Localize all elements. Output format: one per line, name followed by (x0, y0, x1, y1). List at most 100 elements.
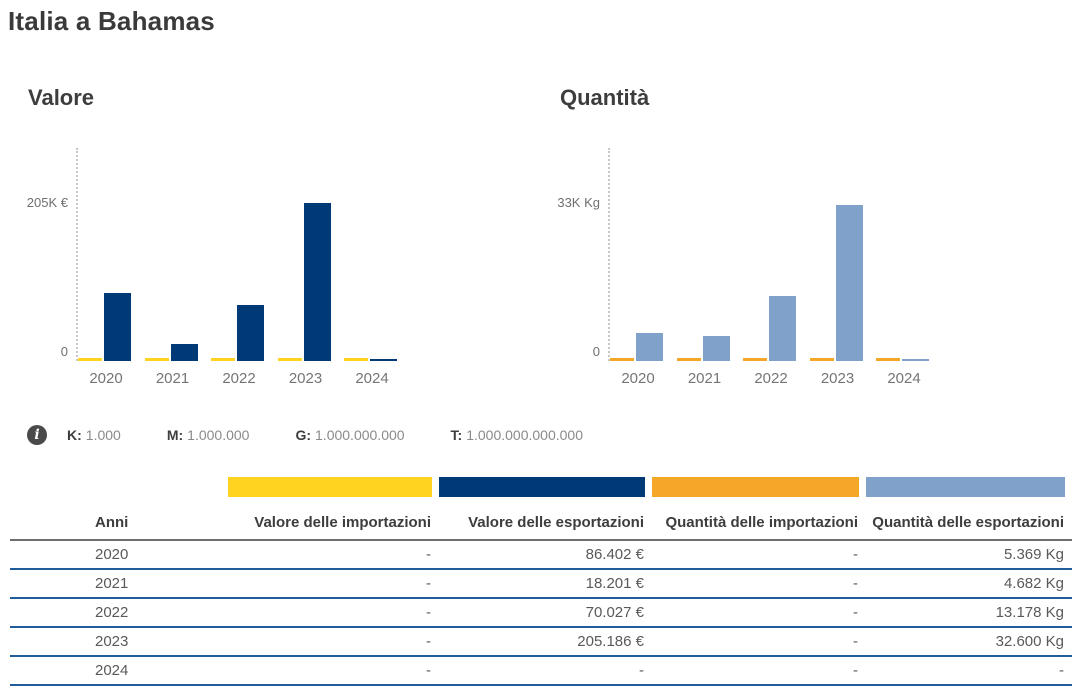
import-quantity-swatch (652, 477, 859, 497)
cell-2020-col0: 2020 (10, 540, 228, 570)
valore-import-bar-2021[interactable] (144, 358, 169, 361)
column-swatch-row (10, 477, 1072, 497)
quantita-import-bar-2024[interactable] (876, 358, 900, 361)
cell-2024-col2: - (439, 656, 652, 686)
import-value-swatch (228, 477, 432, 497)
cell-2023-col0: 2023 (10, 627, 228, 657)
valore-export-bar-2020[interactable] (104, 293, 131, 361)
unit-legend-row: i K: 1.000 M: 1.000.000 G: 1.000.000.000 T: 1.0… (27, 424, 629, 446)
cell-2023-col3: - (652, 627, 866, 657)
unit-item-t: T: 1.000.000.000.000 (450, 427, 583, 443)
cell-2022-col3: - (652, 598, 866, 628)
cell-2021-col4: 4.682 Kg (866, 569, 1072, 599)
table-row-2021: 2021-18.201 € -4.682 Kg (10, 569, 1072, 599)
valore-export-bar-2023[interactable] (303, 203, 331, 361)
cell-2024-col0: 2024 (10, 656, 228, 686)
valore-x-label-2023: 2023 (288, 370, 323, 387)
unit-item-k: K: 1.000 (67, 427, 121, 443)
quantita-y-axis-line (608, 148, 610, 361)
valore-y-max-label: 205K € (26, 195, 68, 210)
unit-item-g: G: 1.000.000.000 (295, 427, 405, 443)
unit-item-m: M: 1.000.000 (166, 427, 250, 443)
cell-2023-col2: 205.186 € (439, 627, 652, 657)
table-row-2020: 2020-86.402 € -5.369 Kg (10, 540, 1072, 570)
valore-export-bar-2021[interactable] (170, 344, 198, 361)
cell-2022-col1: - (228, 598, 439, 628)
quantita-x-label-2024: 2024 (887, 370, 921, 387)
swatch-cell (866, 477, 1072, 497)
quantita-plot-area: 33K Kg 0 (557, 148, 1030, 361)
header-valore-esportazioni: Valore delle esportazioni (439, 505, 652, 541)
valore-x-label-2020: 2020 (89, 370, 123, 387)
swatch-cell (652, 477, 866, 497)
swatch-spacer (10, 477, 228, 497)
cell-2024-col1: - (228, 656, 439, 686)
cell-2021-col2: 18.201 € (439, 569, 652, 599)
quantita-import-bar-2022[interactable] (743, 358, 767, 361)
export-value-swatch (439, 477, 645, 497)
table-row-2023: 2023-205.186 € -32.600 Kg (10, 627, 1072, 657)
valore-import-bar-2023[interactable] (277, 358, 302, 361)
header-anni: Anni (10, 505, 228, 541)
export-quantity-swatch (866, 477, 1065, 497)
trade-table-body: 2020-86.402 € -5.369 Kg 2021-18.201 € -4.68… (10, 540, 1072, 686)
valore-y-zero-label: 0 (60, 344, 68, 359)
table-header-row: Anni Valore delle importazioni Valore de… (10, 505, 1072, 541)
valore-y-axis-line (76, 148, 78, 361)
quantita-y-zero-label: 0 (592, 344, 600, 359)
quantita-x-axis-labels: 2020 2021 2022 2023 2024 (560, 370, 1030, 390)
valore-chart: Valore 205K € 0 2020 2021 2022 2023 2024 (27, 78, 498, 387)
unit-legend-items: K: 1.000 M: 1.000.000 G: 1.000.000.000 T: 1.000… (67, 427, 629, 443)
cell-2022-col2: 70.027 € (439, 598, 652, 628)
quantita-chart: Quantità 33K Kg 0 2020 2021 2022 2023 2024 (557, 78, 1030, 387)
cell-2023-col1: - (228, 627, 439, 657)
valore-x-axis-labels: 2020 2021 2022 2023 2024 (28, 370, 498, 390)
info-icon[interactable]: i (27, 425, 47, 445)
quantita-import-bar-2020[interactable] (610, 358, 634, 361)
quantita-x-label-2023: 2023 (820, 370, 855, 387)
header-quantita-esportazioni: Quantità delle esportazioni (866, 505, 1072, 541)
quantita-export-bar-2022[interactable] (769, 296, 796, 361)
valore-x-label-2024: 2024 (355, 370, 389, 387)
valore-plot-area: 205K € 0 (27, 148, 498, 361)
table-row-2024: 2024- - - - (10, 656, 1072, 686)
cell-2021-col1: - (228, 569, 439, 599)
cell-2020-col4: 5.369 Kg (866, 540, 1072, 570)
cell-2020-col2: 86.402 € (439, 540, 652, 570)
quantita-x-label-2021: 2021 (687, 370, 722, 387)
cell-2020-col3: - (652, 540, 866, 570)
valore-x-label-2022: 2022 (222, 370, 256, 387)
valore-export-bar-2022[interactable] (237, 305, 264, 361)
quantita-export-bar-2020[interactable] (636, 333, 663, 361)
trade-data-table: Anni Valore delle importazioni Valore de… (10, 505, 1072, 686)
cell-2021-col3: - (652, 569, 866, 599)
valore-import-bar-2022[interactable] (211, 358, 235, 361)
quantita-export-bar-2024[interactable] (902, 359, 929, 361)
quantita-y-max-label: 33K Kg (557, 195, 600, 210)
valore-chart-title: Valore (28, 85, 95, 110)
header-quantita-importazioni: Quantità delle importazioni (652, 505, 866, 541)
quantita-import-bar-2021[interactable] (676, 358, 701, 361)
quantita-x-label-2022: 2022 (754, 370, 788, 387)
quantita-import-bar-2023[interactable] (809, 358, 834, 361)
quantita-export-bar-2023[interactable] (835, 205, 863, 361)
header-valore-importazioni: Valore delle importazioni (228, 505, 439, 541)
table-row-2022: 2022-70.027 € -13.178 Kg (10, 598, 1072, 628)
valore-import-bar-2020[interactable] (78, 358, 102, 361)
valore-x-label-2021: 2021 (155, 370, 190, 387)
quantita-export-bar-2021[interactable] (702, 336, 730, 361)
swatch-cell (439, 477, 652, 497)
valore-export-bar-2024[interactable] (370, 359, 397, 361)
cell-2022-col0: 2022 (10, 598, 228, 628)
cell-2024-col3: - (652, 656, 866, 686)
quantita-chart-title: Quantità (560, 85, 650, 110)
cell-2024-col4: - (866, 656, 1072, 686)
page-title: Italia a Bahamas (8, 6, 215, 36)
cell-2021-col0: 2021 (10, 569, 228, 599)
valore-import-bar-2024[interactable] (344, 358, 368, 361)
quantita-x-label-2020: 2020 (621, 370, 655, 387)
swatch-cell (228, 477, 439, 497)
cell-2022-col4: 13.178 Kg (866, 598, 1072, 628)
cell-2020-col1: - (228, 540, 439, 570)
